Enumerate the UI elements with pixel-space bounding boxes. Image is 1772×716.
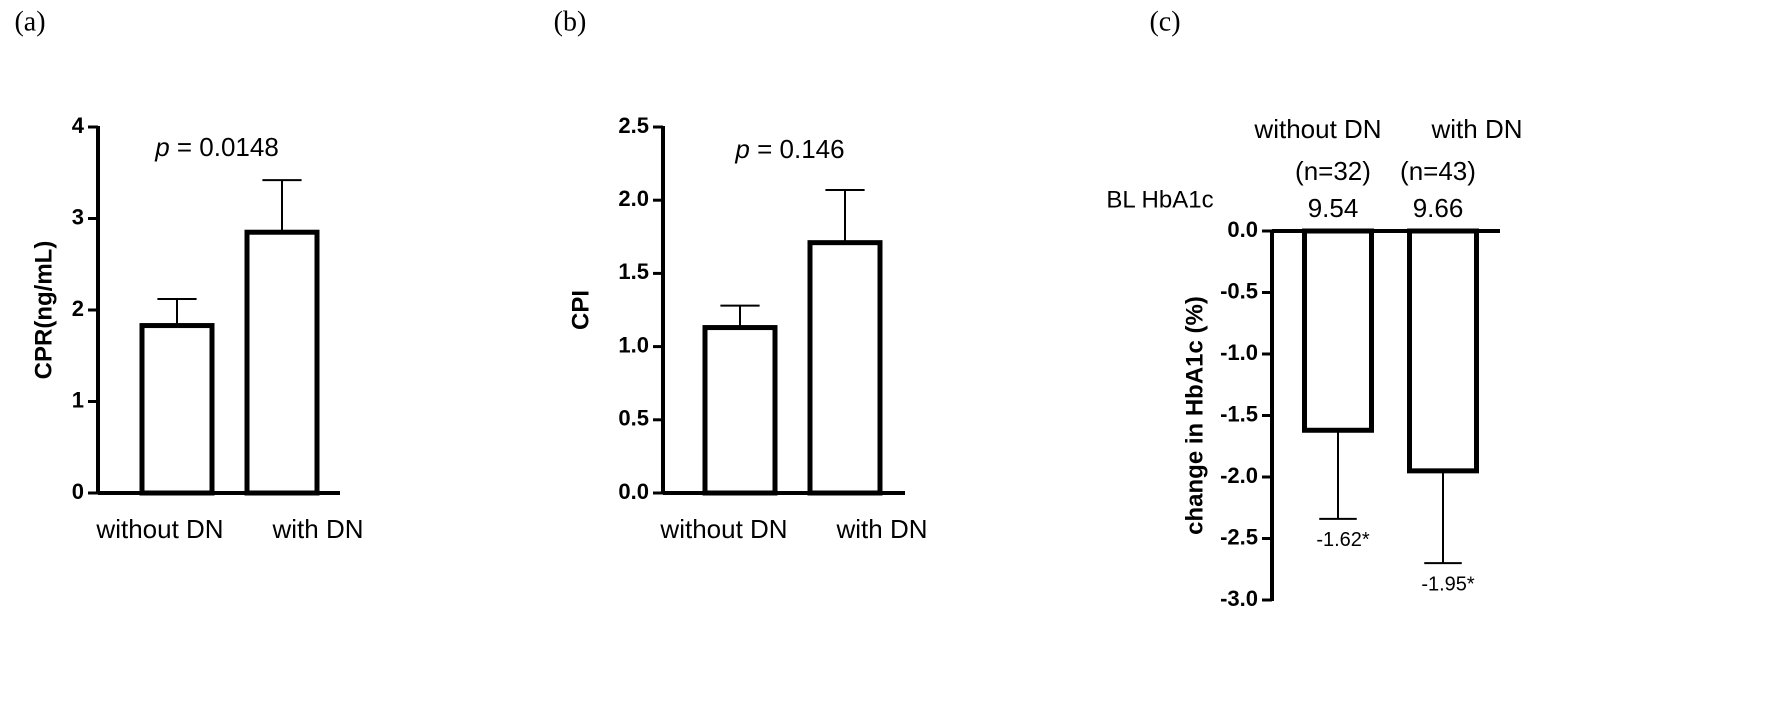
bar (244, 229, 320, 496)
y-tick-label: -1.5 (1220, 401, 1258, 426)
y-tick-label: 3 (72, 204, 84, 229)
n-label: (n=32) (1295, 156, 1371, 186)
x-tick-label: with DN (835, 514, 927, 544)
panel-label: (a) (14, 6, 45, 37)
y-tick-label: 4 (72, 113, 85, 138)
y-tick-label: 0.5 (618, 406, 649, 431)
bar (702, 325, 778, 496)
y-tick-label: -2.5 (1220, 524, 1258, 549)
panel-label: (b) (554, 6, 587, 37)
value-label: -1.62* (1316, 529, 1370, 551)
y-tick-label: -3.0 (1220, 586, 1258, 611)
x-tick-label: with DN (1430, 114, 1522, 144)
annotation-italic: p (734, 134, 749, 164)
annotation-text: = 0.146 (750, 134, 845, 164)
annotation-italic: p (154, 132, 169, 162)
y-tick-label: 2.5 (618, 113, 649, 138)
annotation-text: = 0.0148 (170, 132, 279, 162)
y-tick-label: -1.0 (1220, 340, 1258, 365)
y-tick-label: 0.0 (1227, 217, 1258, 242)
y-axis-label: change in HbA1c (%) (1181, 296, 1208, 535)
panel: (a) CPR(ng/mL) 0 1 2 3 4 without DN with DN p = 0… (14, 6, 363, 543)
y-tick-label: 0 (72, 479, 84, 504)
bar (1302, 228, 1374, 433)
bar (1407, 228, 1479, 474)
y-tick-label: 2.0 (618, 186, 649, 211)
y-tick-label: 0.0 (618, 479, 649, 504)
panel: (b) CPI 0.0 0.5 1.0 1.5 2.0 2.5 without DN with D… (554, 6, 928, 543)
y-tick-label: 2 (72, 296, 84, 321)
annotation: p = 0.0148 (154, 132, 279, 162)
y-tick-label: 1.0 (618, 332, 649, 357)
panel: (c) change in HbA1c (%) 0.0 -0.5 -1.0 -1.5 -2.… (1106, 6, 1522, 610)
n-label: (n=43) (1400, 156, 1476, 186)
y-axis-label: CPR(ng/mL) (30, 241, 57, 380)
bar (139, 323, 215, 496)
value-label: -1.95* (1421, 573, 1475, 595)
y-tick-label: 1 (72, 387, 84, 412)
baseline-value: 9.54 (1308, 193, 1359, 223)
bar (807, 240, 883, 496)
y-tick-label: 1.5 (618, 259, 649, 284)
annotation: p = 0.146 (734, 134, 844, 164)
x-tick-label: without DN (95, 514, 223, 544)
x-tick-label: with DN (271, 514, 363, 544)
panel-label: (c) (1149, 6, 1180, 37)
baseline-value: 9.66 (1413, 193, 1464, 223)
baseline-label: BL HbA1c (1106, 186, 1213, 213)
x-tick-label: without DN (659, 514, 787, 544)
y-axis-label: CPI (567, 290, 594, 330)
y-tick-label: -0.5 (1220, 278, 1258, 303)
y-tick-label: -2.0 (1220, 463, 1258, 488)
x-tick-label: without DN (1253, 114, 1381, 144)
